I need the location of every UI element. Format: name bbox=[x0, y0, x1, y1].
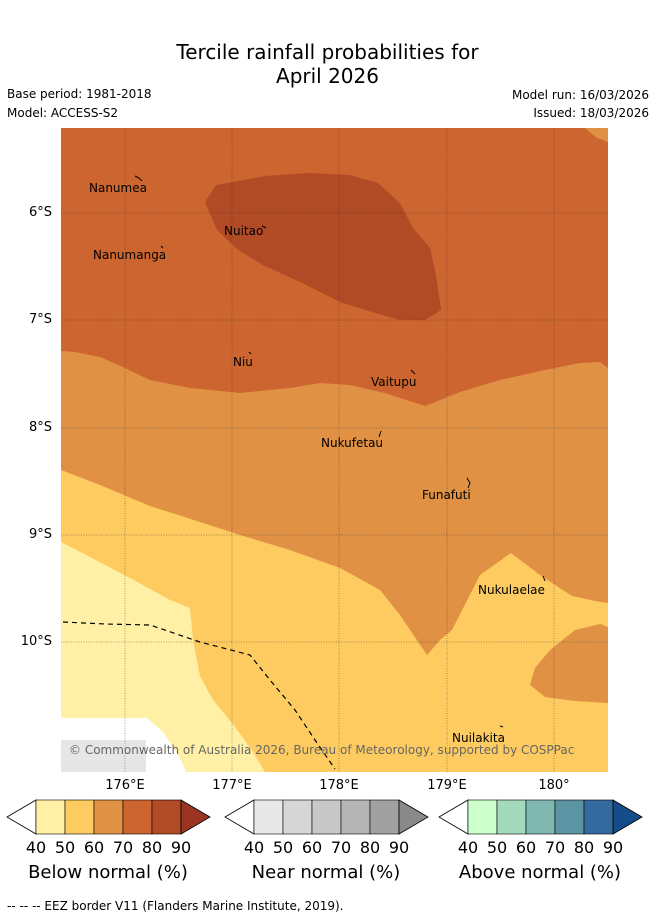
colorbar-below-normal bbox=[6, 799, 211, 835]
island-shapes bbox=[134, 175, 546, 728]
lat-label-10s: 10°S bbox=[20, 634, 52, 649]
island-label-nukufetau: Nukufetau bbox=[321, 436, 384, 450]
cb-above-tick-40: 40 bbox=[457, 838, 479, 857]
cb-near-tick-40: 40 bbox=[243, 838, 265, 857]
colorbar-segment bbox=[35, 799, 66, 835]
colorbar-segment bbox=[554, 799, 585, 835]
lon-label-177e: 177°E bbox=[212, 778, 252, 793]
band-40-50 bbox=[61, 542, 265, 772]
colorbar-extend-high bbox=[398, 799, 429, 835]
cb-near-tick-60: 60 bbox=[301, 838, 323, 857]
colorbar-above-normal bbox=[438, 799, 643, 835]
colorbar-segment bbox=[525, 799, 556, 835]
lon-label-176e: 176°E bbox=[105, 778, 145, 793]
colorbar-segment bbox=[122, 799, 153, 835]
island-label-nuilakita: Nuilakita bbox=[452, 731, 505, 745]
colorbar-label-above: Above normal (%) bbox=[458, 862, 622, 883]
colorbar-segment bbox=[282, 799, 313, 835]
colorbar-near-normal bbox=[224, 799, 429, 835]
island-label-niu: Niu bbox=[233, 355, 253, 369]
island-label-funafuti: Funafuti bbox=[422, 488, 471, 502]
base-period: Base period: 1981-2018 bbox=[7, 87, 152, 101]
lat-label-7s: 7°S bbox=[28, 312, 52, 327]
cb-below-tick-40: 40 bbox=[25, 838, 47, 857]
colorbar-segment bbox=[64, 799, 95, 835]
cb-below-tick-70: 70 bbox=[112, 838, 134, 857]
copyright-notice: © Commonwealth of Australia 2026, Bureau… bbox=[69, 743, 575, 757]
map-title-line1: Tercile rainfall probabilities for bbox=[176, 40, 479, 64]
cb-near-tick-90: 90 bbox=[388, 838, 410, 857]
band-80-90 bbox=[205, 173, 441, 320]
band-corner-60-70 bbox=[585, 128, 608, 142]
colorbar-extend-low bbox=[224, 799, 255, 835]
colorbar-extend-high bbox=[180, 799, 211, 835]
cb-below-tick-50: 50 bbox=[54, 838, 76, 857]
island-label-vaitupu: Vaitupu bbox=[371, 375, 417, 389]
cb-below-tick-90: 90 bbox=[170, 838, 192, 857]
colorbar-segment bbox=[340, 799, 371, 835]
lon-label-180: 180° bbox=[538, 778, 570, 793]
cb-above-tick-70: 70 bbox=[544, 838, 566, 857]
lon-label-178e: 178°E bbox=[319, 778, 359, 793]
eez-border bbox=[62, 621, 336, 770]
cb-near-tick-80: 80 bbox=[359, 838, 381, 857]
island-label-nanumea: Nanumea bbox=[89, 181, 147, 195]
colorbar-label-below: Below normal (%) bbox=[28, 862, 188, 883]
lat-label-8s: 8°S bbox=[28, 420, 52, 435]
colorbar-segment bbox=[369, 799, 400, 835]
colorbar-extend-low bbox=[6, 799, 37, 835]
cb-above-tick-60: 60 bbox=[515, 838, 537, 857]
island-label-nukulaelae: Nukulaelae bbox=[478, 583, 545, 597]
colorbar-segment bbox=[467, 799, 498, 835]
colorbar-segment bbox=[253, 799, 284, 835]
cb-above-tick-80: 80 bbox=[573, 838, 595, 857]
lat-label-6s: 6°S bbox=[28, 205, 52, 220]
colorbar-extend-high bbox=[612, 799, 643, 835]
eez-legend-footer: -- -- -- EEZ border V11 (Flanders Marine… bbox=[7, 899, 344, 913]
colorbar-segment bbox=[93, 799, 124, 835]
copyright-backdrop bbox=[61, 740, 146, 772]
graticule bbox=[61, 128, 608, 772]
colorbar-strip bbox=[6, 799, 643, 835]
colorbar-segment bbox=[583, 799, 614, 835]
cb-near-tick-50: 50 bbox=[272, 838, 294, 857]
model-run: Model run: 16/03/2026 bbox=[511, 88, 649, 102]
island-label-nuitao: Nuitao bbox=[224, 224, 264, 238]
colorbar-segment bbox=[496, 799, 527, 835]
lat-label-9s: 9°S bbox=[28, 527, 52, 542]
cb-below-tick-60: 60 bbox=[83, 838, 105, 857]
cb-above-tick-90: 90 bbox=[602, 838, 624, 857]
colorbar-label-near: Near normal (%) bbox=[251, 862, 401, 883]
model-name: Model: ACCESS-S2 bbox=[7, 106, 119, 120]
cb-below-tick-80: 80 bbox=[141, 838, 163, 857]
colorbar-segment bbox=[311, 799, 342, 835]
issued-date: Issued: 18/03/2026 bbox=[533, 106, 649, 120]
cb-near-tick-70: 70 bbox=[330, 838, 352, 857]
colorbar-extend-low bbox=[438, 799, 469, 835]
lon-label-179e: 179°E bbox=[427, 778, 467, 793]
colorbar-segment bbox=[151, 799, 182, 835]
map-title-line2: April 2026 bbox=[276, 64, 379, 88]
cb-above-tick-50: 50 bbox=[486, 838, 508, 857]
band-patch-60-70 bbox=[530, 624, 608, 703]
island-label-nanumanga: Nanumanga bbox=[93, 248, 167, 262]
